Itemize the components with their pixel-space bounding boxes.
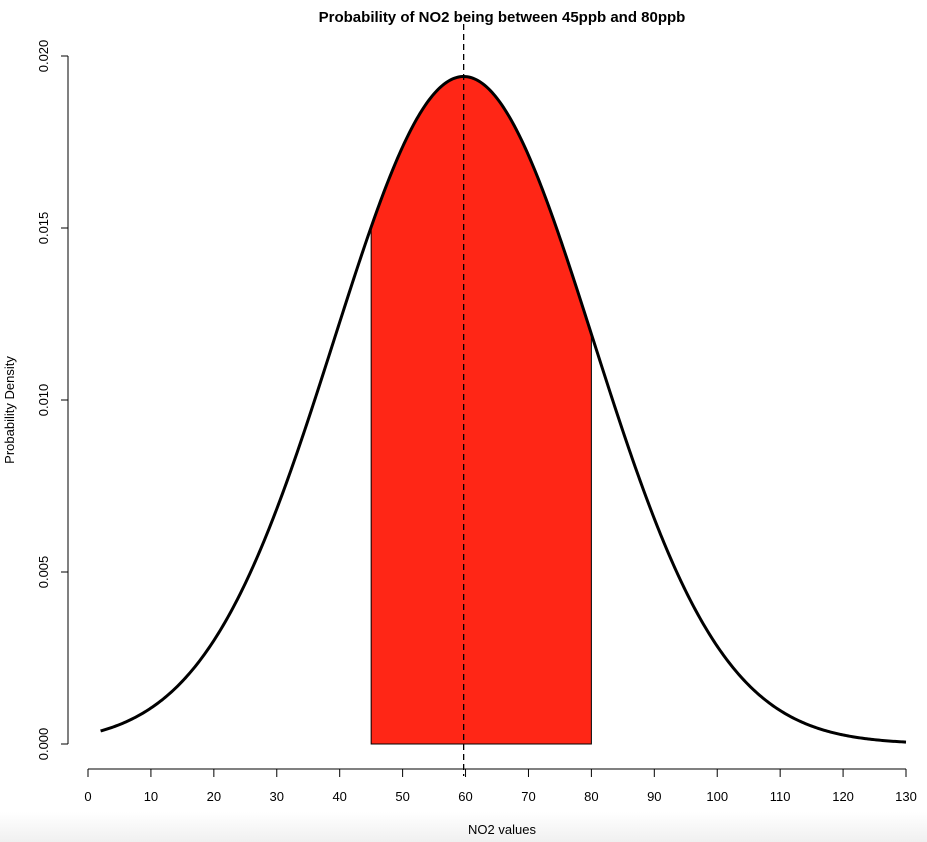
y-axis: 0.000 0.005 0.010 0.015 0.020 xyxy=(36,40,69,761)
x-tick-label: 30 xyxy=(270,789,284,804)
y-tick-label: 0.015 xyxy=(36,212,51,245)
y-tick-label: 0.005 xyxy=(36,556,51,589)
y-axis-label: Probability Density xyxy=(2,356,17,464)
x-tick-label: 20 xyxy=(207,789,221,804)
y-tick-label: 0.000 xyxy=(36,728,51,761)
y-tick-label: 0.010 xyxy=(36,384,51,417)
x-axis-label: NO2 values xyxy=(468,822,536,837)
x-tick-label: 0 xyxy=(84,789,91,804)
y-tick-label: 0.020 xyxy=(36,40,51,73)
x-tick-label: 70 xyxy=(521,789,535,804)
x-tick-label: 90 xyxy=(647,789,661,804)
x-tick-label: 110 xyxy=(770,789,791,804)
shaded-area xyxy=(370,76,592,745)
x-axis: 0 10 20 30 40 50 60 70 80 90 100 110 120 130 xyxy=(84,768,917,804)
x-tick-label: 60 xyxy=(458,789,472,804)
x-tick-label: 10 xyxy=(144,789,158,804)
x-tick-label: 50 xyxy=(395,789,409,804)
bottom-fade xyxy=(0,812,927,842)
density-curve xyxy=(100,75,907,744)
x-tick-label: 100 xyxy=(706,789,728,804)
x-tick-label: 130 xyxy=(895,789,917,804)
x-tick-label: 40 xyxy=(332,789,346,804)
x-tick-label: 80 xyxy=(584,789,598,804)
chart-title: Probability of NO2 being between 45ppb a… xyxy=(319,9,686,26)
x-tick-label: 120 xyxy=(832,789,854,804)
